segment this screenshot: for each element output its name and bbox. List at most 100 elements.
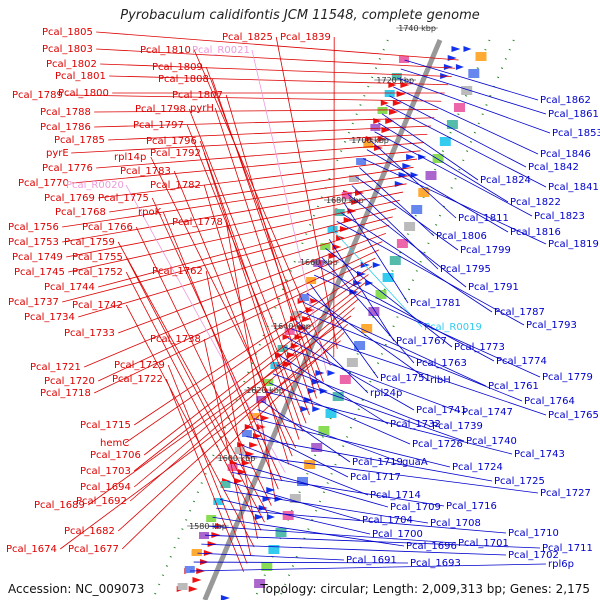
left-label-connector (98, 158, 418, 199)
cog-block (446, 120, 458, 129)
left-gene-label: Pcal_1778 (172, 217, 223, 228)
gene-arrow (307, 388, 317, 394)
gene-arrow (351, 199, 361, 205)
cog-block (334, 209, 345, 216)
right-label-connector (396, 77, 551, 134)
right-label-connector (385, 104, 547, 188)
right-gene-label: Pcal_R0019 (424, 322, 482, 333)
right-gene-label: Pcal_1795 (440, 264, 491, 275)
gene-arrow (328, 253, 338, 259)
left-label-connector (62, 183, 407, 243)
cog-block (377, 107, 388, 114)
right-label-connector (317, 265, 495, 362)
right-gene-label: Pcal_1773 (454, 342, 505, 353)
right-label-connector (216, 507, 507, 534)
right-label-connector (366, 149, 509, 233)
left-label-connector (188, 108, 310, 416)
left-gene-label: Pcal_1738 (150, 334, 201, 345)
gene-arrow (380, 100, 389, 106)
right-gene-label: Pcal_1747 (462, 407, 513, 418)
right-gene-label: Pcal_1841 (548, 182, 599, 193)
right-gene-label: guaA (402, 457, 428, 468)
right-gene-label: Pcal_1716 (446, 501, 497, 512)
gene-arrow (244, 424, 253, 430)
left-gene-label: Pcal_1733 (64, 328, 115, 339)
cog-block (339, 375, 351, 384)
left-gene-label: Pcal_1796 (146, 136, 197, 147)
left-gene-label: Pcal_1786 (40, 122, 91, 133)
gene-arrow (258, 505, 268, 511)
left-label-connector (199, 140, 303, 432)
cog-block (291, 311, 302, 318)
right-label-connector (306, 292, 429, 381)
left-gene-label: Pcal_1798 (135, 104, 186, 115)
cog-block (396, 239, 408, 248)
right-gene-label: Pcal_1709 (390, 502, 441, 513)
left-label-connector (225, 221, 276, 498)
left-label-connector (143, 282, 366, 456)
right-gene-label: Pcal_1811 (458, 213, 509, 224)
right-gene-label: Pcal_1787 (494, 307, 545, 318)
right-label-connector (336, 221, 525, 326)
right-gene-label: Pcal_1714 (370, 490, 421, 501)
right-gene-label: Pcal_1819 (548, 239, 599, 250)
right-gene-label: Pcal_1719 (352, 457, 403, 468)
left-gene-label: Pcal_1775 (98, 193, 149, 204)
scale-label: 1600 kbp (218, 454, 256, 463)
cog-block (454, 103, 465, 112)
cog-block (206, 515, 217, 522)
gene-arrow (381, 127, 391, 133)
cog-block (432, 154, 444, 163)
gene-arrow (211, 532, 221, 538)
left-gene-label: Pcal_1682 (64, 526, 115, 537)
cog-block (425, 171, 437, 180)
left-gene-label: Pcal_1755 (72, 252, 123, 263)
gene-arrow (294, 334, 304, 340)
gene-arrow (220, 595, 230, 600)
right-label-connector (400, 68, 547, 115)
left-gene-label: Pcal_1792 (150, 148, 201, 159)
right-gene-label: Pcal_1743 (514, 449, 565, 460)
right-label-connector (321, 256, 415, 364)
left-label-connector (125, 184, 286, 473)
cog-block (361, 324, 373, 333)
right-gene-label: Pcal_1861 (548, 109, 599, 120)
right-gene-label: Pcal_1816 (510, 227, 561, 238)
right-gene-label: Pcal_1824 (480, 175, 531, 186)
right-gene-label: Pcal_1700 (372, 529, 423, 540)
left-gene-label: Pcal_1805 (42, 27, 93, 38)
right-label-connector (291, 328, 547, 416)
left-gene-label: Pcal_1776 (42, 163, 93, 174)
cog-block (363, 141, 374, 148)
gene-arrow (203, 550, 213, 556)
right-label-connector (377, 122, 509, 203)
left-label-connector (193, 49, 331, 366)
right-label-connector (208, 525, 457, 544)
right-gene-label: Pcal_1765 (548, 410, 599, 421)
cog-block (241, 430, 252, 437)
right-gene-label: Pcal_1774 (496, 356, 547, 367)
scale-label: 1740 kbp (398, 24, 436, 33)
cog-block (384, 90, 395, 97)
left-gene-label: Pcal_1769 (44, 193, 95, 204)
left-label-connector (96, 142, 424, 169)
left-label-connector (109, 166, 414, 213)
cog-block (275, 528, 287, 537)
genome-summary-label: Topology: circular; Length: 2,009,313 bp… (260, 582, 590, 596)
cog-block (354, 341, 366, 350)
scale-label: 1680 kbp (326, 196, 364, 205)
left-gene-label: Pcal_1783 (120, 166, 171, 177)
cog-block (468, 69, 480, 78)
left-gene-label: Pcal_1801 (55, 71, 106, 82)
left-gene-label: Pcal_1782 (150, 180, 201, 191)
gene-arrow (356, 271, 366, 277)
right-label-connector (404, 59, 539, 101)
right-gene-label: Pcal_1739 (432, 421, 483, 432)
left-label-connector (71, 133, 428, 154)
left-gene-label: Pcal_1729 (114, 360, 165, 371)
right-label-connector (250, 427, 349, 478)
left-label-connector (78, 224, 390, 318)
right-gene-label: Pcal_1853 (552, 128, 600, 139)
